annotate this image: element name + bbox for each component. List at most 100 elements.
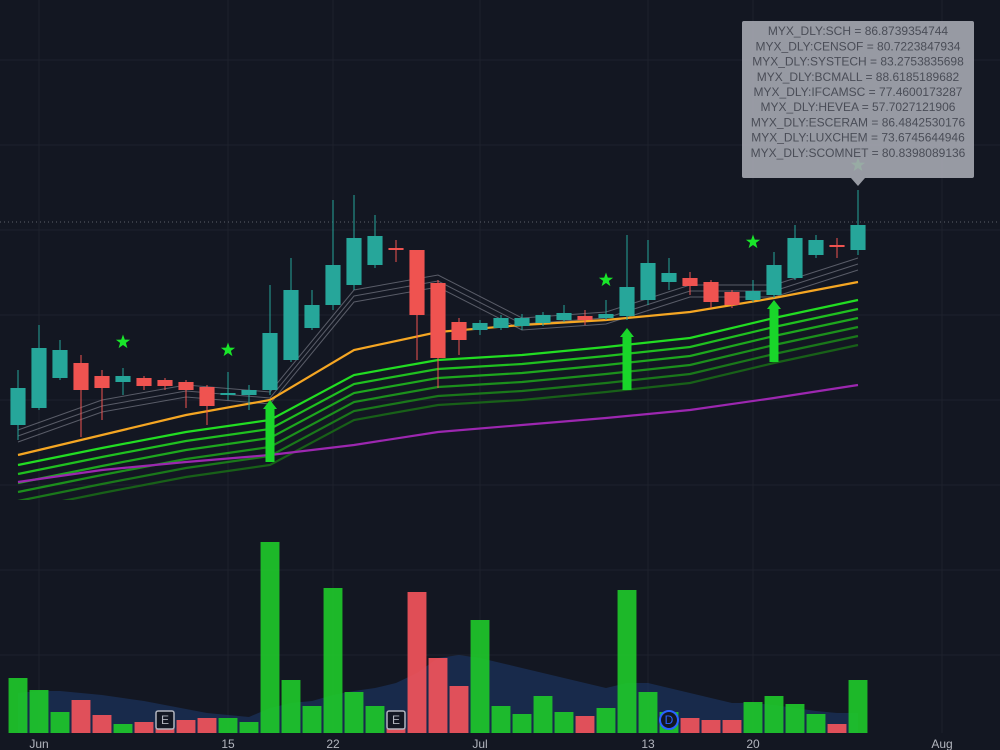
volume-bar (596, 708, 616, 733)
moving-average (17, 334, 859, 500)
volume-bar (617, 590, 637, 733)
tooltip-line: MYX_DLY:ESCERAM = 86.4842530176 (751, 115, 966, 129)
candle-body (514, 318, 530, 326)
volume-bar (512, 714, 532, 733)
tooltip-line: MYX_DLY:SCH = 86.8739354744 (768, 24, 949, 38)
candle-body (661, 273, 677, 282)
volume-bar (8, 678, 28, 733)
volume-bar (365, 706, 385, 733)
x-tick-label: 15 (221, 737, 235, 750)
volume-bar (407, 592, 427, 733)
signal-star (115, 334, 131, 349)
candle-body (73, 363, 89, 390)
candle-body (850, 225, 866, 250)
candle-body (430, 283, 446, 358)
event-marker (386, 710, 406, 730)
event-marker (155, 710, 175, 730)
candle-body (598, 314, 614, 318)
tooltip-line: MYX_DLY:SYSTECH = 83.2753835698 (752, 55, 964, 69)
volume-bar (197, 718, 217, 733)
candle-body (556, 313, 572, 320)
buy-arrow (262, 400, 277, 462)
candle-body (724, 292, 740, 305)
moving-average (61, 343, 859, 500)
volume-bar (827, 724, 847, 733)
x-tick-label: 20 (746, 737, 760, 750)
x-tick-label: Aug (931, 737, 952, 750)
candle-body (577, 316, 593, 320)
candle-body (640, 263, 656, 300)
moving-average (17, 383, 859, 484)
buy-arrow (619, 328, 634, 390)
volume-bar (575, 716, 595, 733)
candle-body (388, 248, 404, 250)
candle-body (304, 305, 320, 328)
candle-body (220, 393, 236, 395)
candle-body (787, 238, 803, 278)
volume-bar (134, 722, 154, 733)
candle-body (10, 388, 26, 425)
x-tick-label: Jul (472, 737, 487, 750)
volume-bar (722, 720, 742, 733)
volume-bar (29, 690, 49, 733)
candle-body (52, 350, 68, 378)
candle-body (31, 348, 47, 408)
candle-body (199, 387, 215, 406)
candle-body (766, 265, 782, 295)
candle-body (115, 376, 131, 382)
candle-body (367, 236, 383, 265)
signal-star (220, 342, 236, 357)
signal-star (745, 234, 761, 249)
x-tick-label: 22 (326, 737, 340, 750)
buy-arrow (766, 300, 781, 362)
event-label: D (665, 713, 674, 727)
price-pane (0, 157, 1000, 500)
volume-bar (113, 724, 133, 733)
volume-bar (470, 620, 490, 733)
volume-bar (848, 680, 868, 733)
candle-body (535, 315, 551, 323)
tooltip-line: MYX_DLY:LUXCHEM = 73.6745644946 (751, 131, 965, 145)
volume-bar (533, 696, 553, 733)
candle-body (493, 318, 509, 328)
candle-body (703, 282, 719, 302)
candle-body (619, 287, 635, 316)
event-marker (658, 710, 679, 730)
tooltip-line: MYX_DLY:CENSOF = 80.7223847934 (756, 39, 961, 53)
volume-bar (806, 714, 826, 733)
candle-body (94, 376, 110, 388)
volume-bar (260, 542, 280, 733)
tooltip-line: MYX_DLY:IFCAMSC = 77.4600173287 (754, 85, 963, 99)
candle-body (682, 278, 698, 286)
signal-star (598, 272, 614, 287)
candle-body (409, 250, 425, 315)
candle-body (262, 333, 278, 390)
tooltip-box (742, 21, 974, 186)
volume-bar (785, 704, 805, 733)
volume-bar (638, 692, 658, 733)
candle-body (157, 380, 173, 386)
candle-body (745, 291, 761, 300)
candle-body (178, 382, 194, 390)
volume-bar (302, 706, 322, 733)
volume-bar (428, 658, 448, 733)
volume-bar (449, 686, 469, 733)
volume-bar (239, 722, 259, 733)
event-label: E (392, 713, 400, 727)
candle-body (136, 378, 152, 386)
candle-body (472, 323, 488, 330)
volume-bar (554, 712, 574, 733)
tooltip-line: MYX_DLY:BCMALL = 88.6185189682 (757, 70, 960, 84)
candle-body (451, 322, 467, 340)
volume-bar (743, 702, 763, 733)
volume-bar (701, 720, 721, 733)
volume-bar (50, 712, 70, 733)
candle-body (325, 265, 341, 305)
candle-body (829, 245, 845, 247)
volume-bar (344, 692, 364, 733)
tooltip-line: MYX_DLY:SCOMNET = 80.8398089136 (751, 146, 966, 160)
candle-body (808, 240, 824, 255)
volume-bar (92, 715, 112, 733)
candle-body (241, 390, 257, 395)
